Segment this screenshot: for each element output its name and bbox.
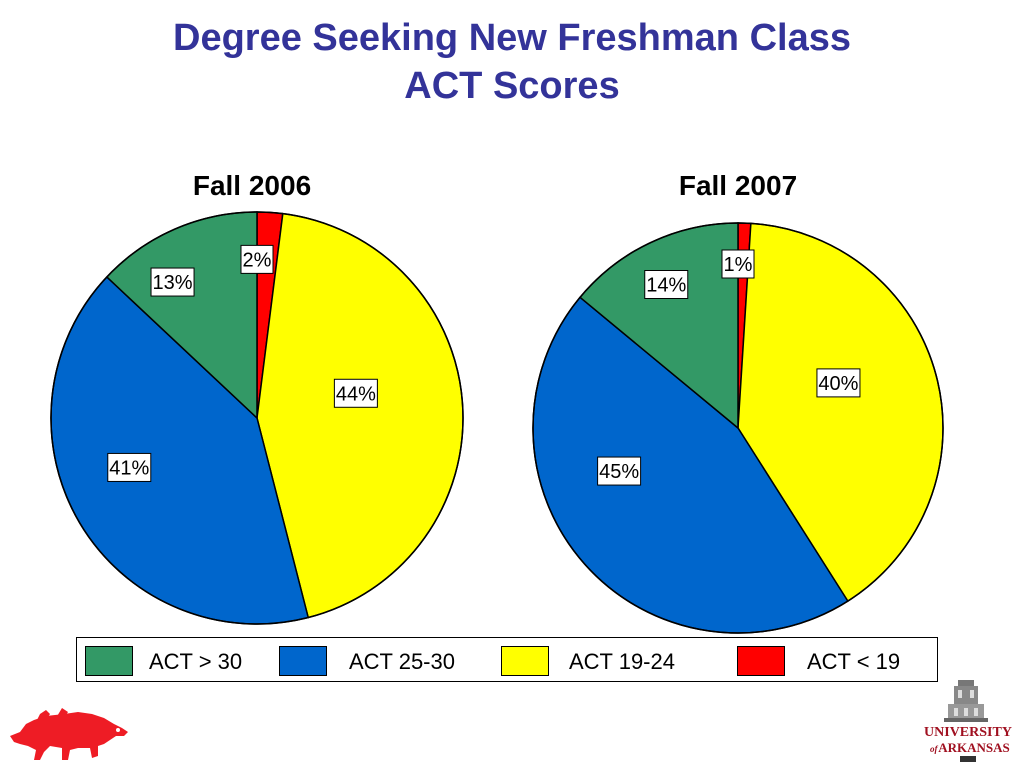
slice-data-label: 40% [818, 373, 858, 395]
chart-title-fall-2006: Fall 2006 [192, 170, 312, 201]
legend-label: ACT < 19 [807, 649, 901, 674]
slide-title: Degree Seeking New Freshman Class ACT Sc… [0, 14, 1024, 110]
slice-label-box [333, 378, 378, 408]
slice-data-label: 13% [153, 272, 193, 294]
slice-label-box [721, 249, 755, 279]
razorback-hog-icon [10, 708, 128, 760]
pie-charts: 2% 44% 41% 13% 1% 40% 45% 14% [50, 211, 944, 634]
legend-swatch [501, 646, 549, 676]
old-main-building-icon [944, 680, 988, 722]
slice-label-box [150, 267, 195, 297]
pie-outline [50, 211, 464, 625]
slice-data-label: 45% [599, 461, 639, 483]
slice-data-label: 2% [243, 249, 272, 271]
slice-data-label: 14% [646, 275, 686, 297]
logo-of-text: of [930, 744, 939, 754]
legend-swatch [279, 646, 327, 676]
legend-swatch [85, 646, 133, 676]
university-of-arkansas-logo: UNIVERSITY of ARKANSAS [924, 680, 1012, 762]
logo-university-text: UNIVERSITY [924, 725, 1012, 740]
slice-data-label: 41% [109, 457, 149, 479]
slice-label-box [597, 456, 642, 486]
chart-title-fall-2007: Fall 2007 [678, 170, 798, 201]
logo-arkansas-text: ARKANSAS [938, 740, 1010, 755]
slice-label-box [240, 244, 274, 274]
title-line-1: Degree Seeking New Freshman Class [173, 17, 851, 59]
slice-label-box [816, 368, 861, 398]
legend: ACT > 30 ACT 25-30 ACT 19-24 ACT < 19 [76, 637, 938, 682]
title-line-2: ACT Scores [404, 65, 620, 107]
legend-label: ACT 19-24 [569, 649, 675, 674]
legend-label: ACT 25-30 [349, 649, 455, 674]
slice-label-box [107, 452, 152, 482]
pie-1: 1% 40% 45% 14% [532, 222, 944, 634]
slice-data-label: 1% [724, 254, 753, 276]
slice-data-label: 44% [336, 383, 376, 405]
pie-outline [532, 222, 944, 634]
legend-label: ACT > 30 [149, 649, 243, 674]
legend-swatch [737, 646, 785, 676]
slice-label-box [644, 270, 689, 299]
pie-0: 2% 44% 41% 13% [50, 211, 464, 625]
